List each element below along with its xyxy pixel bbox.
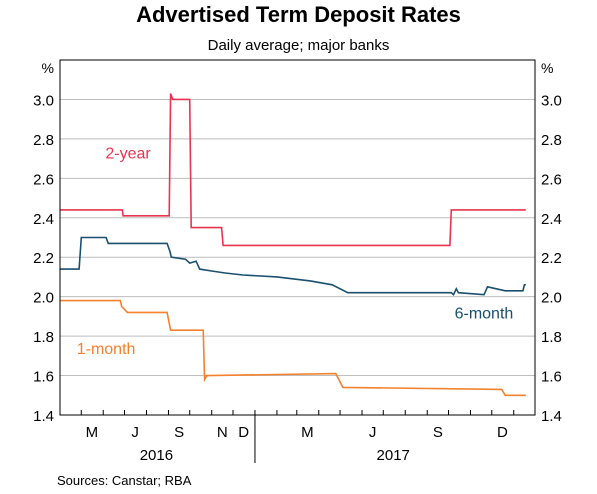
y-tick-label-left: 2.4 [33,211,54,228]
x-tick-label: D [238,424,249,441]
chart-subtitle: Daily average; major banks [207,37,390,54]
series-label-1-month: 1-month [77,341,136,358]
y-tick-label-left: 2.6 [33,171,54,188]
y-unit-left: % [42,60,54,76]
y-tick-label-left: 3.0 [33,92,54,109]
year-label: 2017 [377,447,410,464]
y-tick-label-right: 1.8 [541,329,562,346]
x-tick-label: J [131,424,139,441]
plot-frame [59,59,536,416]
series-label-2-year: 2-year [105,146,151,163]
y-tick-label-right: 1.4 [541,408,562,425]
x-tick-label: S [174,424,184,441]
source-note: Sources: Canstar; RBA [57,473,192,488]
y-unit-right: % [541,60,553,76]
x-tick-label: S [433,424,443,441]
x-tick-label: N [217,424,228,441]
y-tick-label-right: 1.6 [541,369,562,386]
labels: 1.4 1.4 1.6 1.6 1.8 1.8 2.0 2.0 2.2 2.2 2.4 2.4 2.6 2… [33,60,562,464]
y-tick-label-left: 1.8 [33,329,54,346]
y-tick-label-right: 3.0 [541,92,562,109]
y-tick-label-right: 2.2 [541,250,562,267]
y-tick-label-right: 2.4 [541,211,562,228]
series-label-6-month: 6-month [455,305,514,322]
y-tick-label-right: 2.6 [541,171,562,188]
series-line-6-month [60,236,526,297]
chart-title: Advertised Term Deposit Rates [136,2,461,27]
y-tick-label-left: 1.6 [33,369,54,386]
x-tick-label: M [301,424,314,441]
series-lines [60,93,526,397]
axes [59,59,536,463]
year-label: 2016 [140,447,173,464]
y-tick-label-left: 1.4 [33,408,54,425]
x-tick-label: J [369,424,377,441]
series-line-2-year [60,93,526,247]
y-tick-label-left: 2.2 [33,250,54,267]
y-tick-label-left: 2.8 [33,132,54,149]
y-tick-label-right: 2.0 [541,290,562,307]
y-tick-label-left: 2.0 [33,290,54,307]
y-tick-label-right: 2.8 [541,132,562,149]
series-line-1-month [60,299,526,397]
x-tick-label: D [497,424,508,441]
x-tick-label: M [86,424,99,441]
